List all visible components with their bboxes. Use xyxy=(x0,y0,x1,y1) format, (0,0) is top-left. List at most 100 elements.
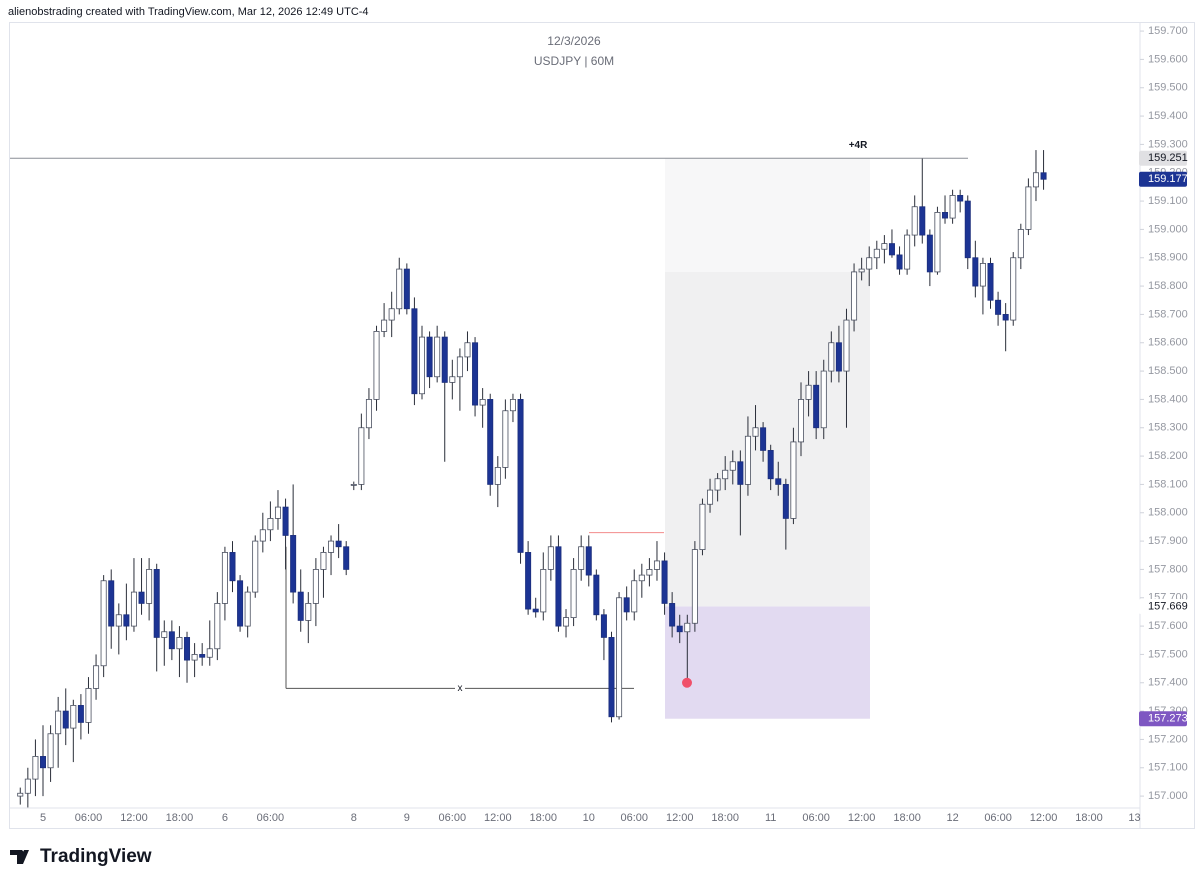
candle-body xyxy=(138,591,145,604)
candle-body xyxy=(1010,257,1017,321)
candle-body xyxy=(305,603,312,621)
hline-price-label-bg xyxy=(1139,150,1187,166)
candle-body xyxy=(146,569,153,604)
candle-body xyxy=(547,546,554,570)
candle-body xyxy=(669,603,676,627)
y-tick-label: 158.800 xyxy=(1148,280,1188,292)
candle-body xyxy=(441,336,448,383)
candle-body xyxy=(55,710,62,735)
candle-body xyxy=(585,546,592,576)
candle-body xyxy=(820,370,827,429)
header-text: alienobstrading created with TradingView… xyxy=(8,6,369,18)
candle-body xyxy=(411,308,418,395)
candle-body xyxy=(358,427,365,485)
candle-body xyxy=(888,243,895,256)
candle-body xyxy=(123,614,130,627)
y-tick-label: 158.700 xyxy=(1148,308,1188,320)
candle-body xyxy=(70,705,77,729)
candle-body xyxy=(858,268,865,273)
candle-body xyxy=(987,263,994,301)
candle-body xyxy=(464,342,471,358)
candle-body xyxy=(661,560,668,604)
candle-body xyxy=(744,435,751,485)
candle-body xyxy=(274,506,281,519)
x-tick-label: 12 xyxy=(946,812,958,824)
stop-price-label-bg xyxy=(1139,711,1187,727)
stop-zone xyxy=(665,606,870,719)
candle-body xyxy=(805,384,812,400)
candle-body xyxy=(426,336,433,378)
candle-body xyxy=(570,569,577,618)
x-tick-label: 5 xyxy=(40,812,46,824)
candle-body xyxy=(85,688,92,723)
y-tick-label: 157.000 xyxy=(1148,790,1188,802)
x-tick-label: 06:00 xyxy=(802,812,830,824)
candle-body xyxy=(168,631,175,650)
candle-body xyxy=(517,399,524,553)
candle-body xyxy=(1040,172,1047,180)
candle-body xyxy=(684,622,691,633)
candle-body xyxy=(972,257,979,287)
candle-body xyxy=(623,597,630,613)
candle-body xyxy=(934,212,941,273)
candle-body xyxy=(843,319,850,372)
position-label: +4R xyxy=(849,140,868,151)
candle-body xyxy=(343,546,350,570)
candle-body xyxy=(881,243,888,250)
logo-text: TradingView xyxy=(40,846,152,867)
candle-body xyxy=(949,195,956,219)
candle-body xyxy=(100,580,107,667)
logo-dot xyxy=(18,850,24,855)
candle-body xyxy=(244,591,251,627)
y-tick-label: 158.200 xyxy=(1148,450,1188,462)
candle-body xyxy=(17,792,24,797)
candle-body xyxy=(775,478,782,485)
candle-body xyxy=(130,591,137,627)
candle-body xyxy=(729,461,736,471)
candle-body xyxy=(873,248,880,259)
candle-body xyxy=(760,427,767,451)
candle-body xyxy=(707,489,714,505)
candle-body xyxy=(449,376,456,383)
y-tick-label: 157.500 xyxy=(1148,648,1188,660)
candle-body xyxy=(487,399,494,485)
y-tick-label: 158.400 xyxy=(1148,393,1188,405)
frame xyxy=(9,22,1195,829)
candle-body xyxy=(752,427,759,437)
logo: TradingView xyxy=(10,846,152,867)
candle-body xyxy=(1032,172,1039,188)
candle-body xyxy=(995,299,1002,315)
candle-body xyxy=(335,540,342,548)
x-tick-label: 06:00 xyxy=(620,812,648,824)
candle-body xyxy=(93,665,100,689)
candle-body xyxy=(373,331,380,400)
target-zone xyxy=(665,158,870,272)
y-tick-label: 157.100 xyxy=(1148,762,1188,774)
candle-body xyxy=(502,410,509,468)
candle-body xyxy=(456,356,463,378)
candle-body xyxy=(403,268,410,310)
candle-body xyxy=(790,441,797,519)
y-tick-label: 157.800 xyxy=(1148,563,1188,575)
candle-body xyxy=(722,469,729,480)
logo-icon xyxy=(10,850,29,864)
y-tick-label: 158.100 xyxy=(1148,478,1188,490)
x-tick-label: 12:00 xyxy=(666,812,694,824)
candle-body xyxy=(237,580,244,627)
candle-body xyxy=(381,319,388,332)
x-tick-label: 10 xyxy=(583,812,595,824)
hline-price-label: 159.251 xyxy=(1148,152,1188,164)
candle-body xyxy=(259,529,266,542)
candle-body xyxy=(540,569,547,613)
profit-zone xyxy=(665,271,870,607)
candle-body xyxy=(206,648,213,658)
candle-body xyxy=(320,552,327,570)
y-tick-label: 159.000 xyxy=(1148,223,1188,235)
candle-body xyxy=(282,506,289,536)
candle-body xyxy=(40,756,47,769)
x-tick-label: 12:00 xyxy=(120,812,148,824)
candle-body xyxy=(108,580,115,627)
candle-body xyxy=(714,478,721,491)
x-tick-label: 12:00 xyxy=(484,812,512,824)
